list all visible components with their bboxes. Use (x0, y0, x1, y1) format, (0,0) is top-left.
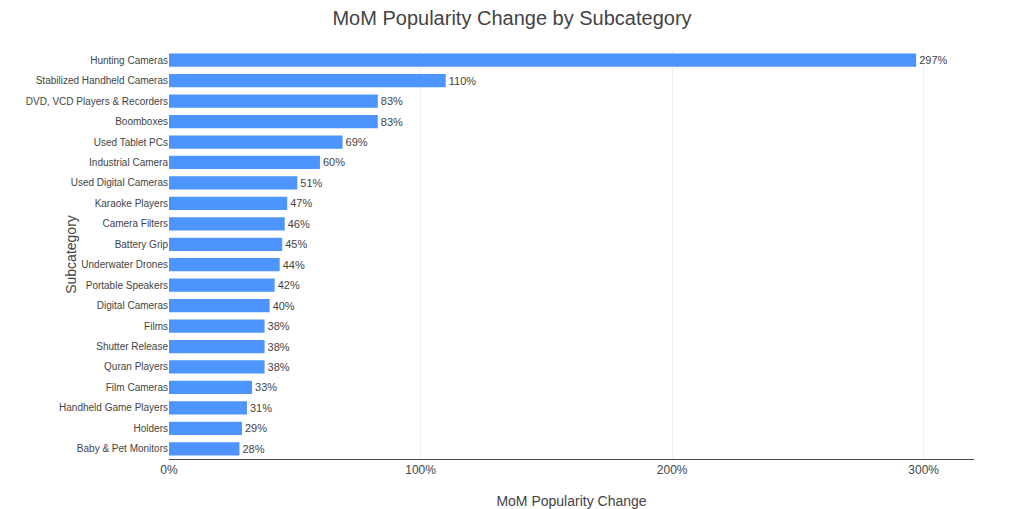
svg-text:200%: 200% (657, 463, 688, 477)
svg-text:Digital Cameras: Digital Cameras (97, 300, 168, 311)
svg-text:38%: 38% (268, 361, 290, 373)
svg-text:Films: Films (144, 321, 168, 332)
svg-text:38%: 38% (268, 320, 290, 332)
svg-text:Battery Grip: Battery Grip (115, 239, 169, 250)
svg-text:Film Cameras: Film Cameras (106, 382, 168, 393)
svg-text:38%: 38% (268, 341, 290, 353)
svg-text:110%: 110% (449, 75, 477, 87)
svg-text:44%: 44% (283, 259, 305, 271)
svg-text:100%: 100% (405, 463, 436, 477)
svg-text:MoM Popularity Change by Subca: MoM Popularity Change by Subcategory (332, 7, 691, 29)
svg-text:Baby & Pet Monitors: Baby & Pet Monitors (77, 443, 168, 454)
svg-text:83%: 83% (381, 95, 403, 107)
svg-text:Holders: Holders (134, 423, 168, 434)
svg-text:45%: 45% (285, 238, 307, 250)
svg-text:Boomboxes: Boomboxes (115, 116, 168, 127)
svg-text:42%: 42% (278, 279, 300, 291)
svg-text:297%: 297% (919, 54, 947, 66)
svg-text:DVD, VCD Players & Recorders: DVD, VCD Players & Recorders (26, 96, 168, 107)
svg-text:83%: 83% (381, 116, 403, 128)
svg-text:31%: 31% (250, 402, 272, 414)
svg-text:Handheld Game Players: Handheld Game Players (59, 402, 168, 413)
svg-text:Portable Speakers: Portable Speakers (86, 280, 168, 291)
svg-text:Used Tablet PCs: Used Tablet PCs (94, 137, 168, 148)
svg-text:MoM Popularity Change: MoM Popularity Change (496, 493, 646, 509)
svg-text:Stabilized Handheld Cameras: Stabilized Handheld Cameras (36, 75, 168, 86)
svg-text:33%: 33% (255, 381, 277, 393)
svg-text:Industrial Camera: Industrial Camera (89, 157, 168, 168)
svg-text:Shutter Release: Shutter Release (96, 341, 168, 352)
svg-text:Underwater Drones: Underwater Drones (81, 259, 168, 270)
svg-text:40%: 40% (273, 300, 295, 312)
svg-text:Hunting Cameras: Hunting Cameras (90, 55, 168, 66)
svg-text:Quran Players: Quran Players (104, 361, 168, 372)
svg-text:69%: 69% (346, 136, 368, 148)
svg-text:47%: 47% (290, 197, 312, 209)
svg-text:0%: 0% (160, 463, 178, 477)
svg-text:28%: 28% (242, 443, 264, 455)
svg-text:60%: 60% (323, 156, 345, 168)
svg-text:Karaoke Players: Karaoke Players (95, 198, 168, 209)
svg-text:46%: 46% (288, 218, 310, 230)
svg-text:300%: 300% (908, 463, 939, 477)
svg-text:Used Digital Cameras: Used Digital Cameras (71, 177, 168, 188)
svg-text:Camera Filters: Camera Filters (102, 218, 168, 229)
svg-text:29%: 29% (245, 422, 267, 434)
svg-text:Subcategory: Subcategory (63, 215, 79, 294)
svg-text:51%: 51% (300, 177, 322, 189)
